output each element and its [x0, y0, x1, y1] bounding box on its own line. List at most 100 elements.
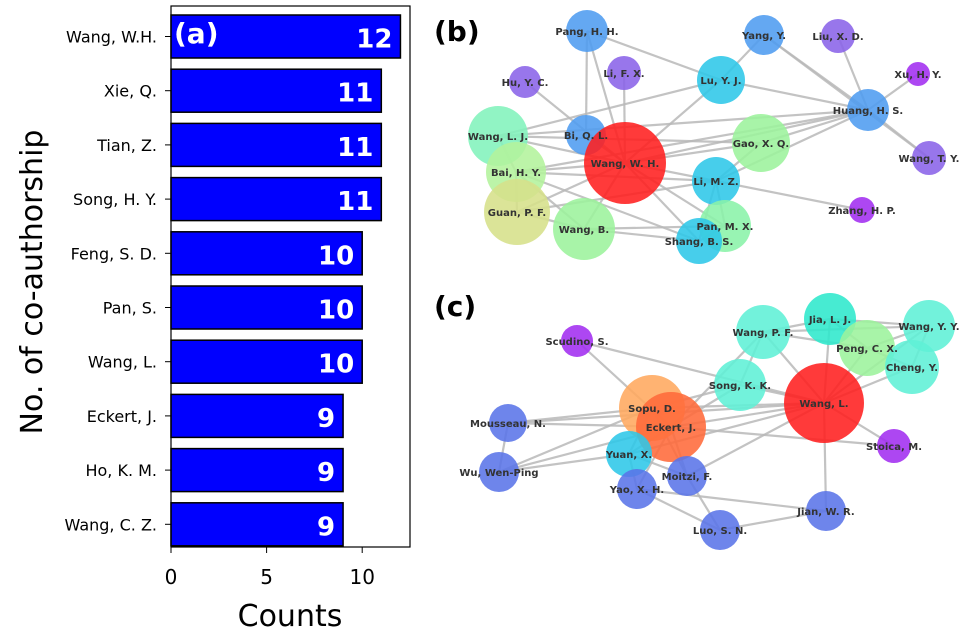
network-edge [515, 170, 700, 243]
node-label: Sopu, D. [628, 404, 676, 415]
node-label: Moitzi, F. [662, 472, 713, 483]
node-label: Stoica, M. [866, 442, 922, 453]
network-node [784, 363, 864, 443]
bar-value-label: 10 [318, 350, 354, 380]
network-node [732, 114, 790, 172]
panel-label-b: (b) [434, 15, 480, 48]
network-node [736, 305, 790, 359]
network-node [553, 198, 615, 260]
network-node [744, 15, 784, 55]
node-label: Pang, H. H. [555, 27, 618, 38]
node-label: Jian, W. R. [796, 507, 854, 518]
node-label: Li, M. Z. [693, 177, 738, 188]
network-node [906, 62, 930, 86]
x-tick-label: 0 [165, 565, 178, 589]
node-label: Liu, X. D. [812, 32, 863, 43]
network-node [606, 431, 652, 477]
node-label: Wang, B. [559, 225, 609, 236]
network-panel-c: Scudino, S. Wang, P. F. Jia, L. J. Wang, Y.… [434, 290, 960, 550]
bar-value-label: 11 [337, 79, 373, 109]
network-node [566, 10, 608, 52]
network-node [484, 179, 550, 245]
network-node [714, 359, 766, 411]
network-node [847, 89, 889, 131]
category-label: Eckert, J. [87, 407, 157, 426]
node-label: Mousseau, N. [470, 419, 546, 430]
category-label: Pan, S. [103, 299, 157, 318]
nodes-c: Scudino, S. Wang, P. F. Jia, L. J. Wang, Y.… [459, 293, 960, 550]
network-node [584, 122, 666, 204]
plot-frame [170, 5, 411, 548]
bar [170, 14, 402, 59]
panel-label-a: (a) [174, 17, 219, 50]
network-edge [715, 109, 869, 182]
node-label: Eckert, J. [646, 423, 696, 434]
node-label: Yuan, X. [605, 450, 652, 461]
network-node [849, 197, 875, 223]
node-label: Bai, H. Y. [491, 168, 541, 179]
category-label: Ho, K. M. [85, 461, 157, 480]
bar-value-label: 9 [317, 512, 335, 542]
node-label: Yao, X. H. [609, 485, 664, 496]
network-node [561, 325, 593, 357]
node-label: Song, K. K. [709, 381, 771, 392]
network-edge [670, 425, 895, 448]
category-labels-group: Wang, W.H. Xie, Q. Tian, Z. Song, H. Y. Feng… [65, 28, 171, 534]
bar-value-label: 11 [337, 187, 373, 217]
node-label: Hu, Y. C. [502, 78, 549, 89]
category-label: Wang, W.H. [66, 28, 157, 47]
node-label: Shang, B. S. [665, 237, 734, 248]
bar-value-label: 10 [318, 296, 354, 326]
node-label: Wang, L. [799, 399, 848, 410]
bar-value-labels-group: 12 11 11 11 10 10 10 9 9 9 [317, 25, 392, 543]
network-node [804, 293, 856, 345]
node-label: Wu, Wen-Ping [459, 468, 538, 479]
category-label: Feng, S. D. [71, 244, 157, 263]
network-node [839, 320, 895, 376]
bar-value-label: 10 [318, 241, 354, 271]
node-label: Lu, Y. J. [700, 76, 741, 87]
node-label: Cheng, Y. [886, 363, 938, 374]
network-node [912, 141, 946, 175]
y-axis-label: No. of co-authorship [15, 130, 50, 435]
bar [170, 231, 363, 276]
node-label: Zhang, H. P. [828, 206, 896, 217]
bar [170, 502, 344, 547]
bar [170, 68, 383, 113]
node-label: Gao, X. Q. [733, 139, 789, 150]
node-label: Wang, L. J. [468, 132, 528, 143]
network-edge [715, 179, 863, 212]
bars-group [170, 14, 402, 547]
bar [170, 339, 363, 384]
node-label: Wang, T. Y. [899, 154, 960, 165]
node-label: Pan, M. X. [697, 222, 754, 233]
network-node [821, 19, 855, 53]
category-label: Song, H. Y. [73, 190, 157, 209]
bar-value-label: 12 [356, 25, 392, 55]
network-node [697, 56, 745, 104]
network-edge [763, 34, 930, 159]
network-edge [636, 487, 827, 513]
network-node [636, 392, 706, 462]
bar-value-label: 9 [317, 404, 335, 434]
node-label: Wang, W. H. [591, 159, 660, 170]
network-edge [576, 339, 825, 405]
node-label: Scudino, S. [545, 337, 608, 348]
network-edge [720, 78, 869, 112]
bar [170, 176, 383, 222]
category-label: Xie, Q. [104, 82, 157, 101]
x-tick-label: 10 [349, 565, 374, 589]
bar-chart-panel: Wang, W.H. Xie, Q. Tian, Z. Song, H. Y. Feng… [15, 5, 411, 634]
node-label: Guan, P. F. [488, 208, 546, 219]
network-node [692, 157, 740, 205]
node-label: Huang, H. S. [833, 106, 903, 117]
bar-value-label: 9 [317, 458, 335, 488]
x-axis-label: Counts [238, 599, 343, 630]
category-label: Tian, Z. [96, 136, 157, 155]
network-node [667, 456, 707, 496]
node-label: Li, F. X. [603, 69, 644, 80]
bar [170, 122, 383, 168]
node-label: Luo, S. N. [693, 526, 747, 537]
